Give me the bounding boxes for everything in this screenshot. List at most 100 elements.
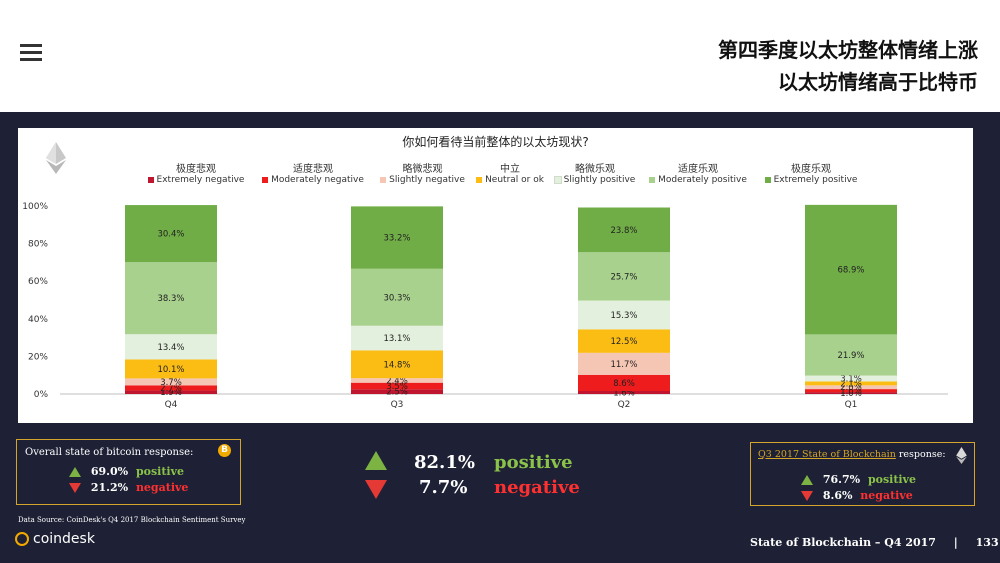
data-label: 33.2% bbox=[383, 234, 410, 244]
bar-segment bbox=[125, 385, 217, 391]
blockchain-positive-value: 76.7% bbox=[822, 473, 861, 486]
legend-label: Extremely negative bbox=[156, 175, 245, 185]
data-label: 13.1% bbox=[383, 334, 410, 344]
bar-segment bbox=[578, 300, 670, 330]
data-label: 68.9% bbox=[837, 266, 864, 276]
bitcoin-box-title: Overall state of bitcoin response: bbox=[25, 447, 194, 458]
x-tick-label: Q3 bbox=[391, 400, 404, 410]
data-label: 8.6% bbox=[613, 379, 635, 389]
down-triangle-icon bbox=[365, 480, 387, 499]
y-tick-label: 20% bbox=[28, 352, 48, 362]
data-label: 14.8% bbox=[383, 360, 410, 370]
legend-swatch bbox=[553, 175, 562, 184]
data-label: 1.9% bbox=[160, 388, 182, 398]
bitcoin-negative-label: negative bbox=[135, 481, 189, 494]
data-label: 15.3% bbox=[610, 311, 637, 321]
bitcoin-positive-row: 69.0% positive bbox=[69, 465, 184, 478]
bar-segment bbox=[351, 268, 443, 326]
data-label: 3.1% bbox=[840, 374, 862, 384]
footer-bar: State of Blockchain – Q4 2017 | 133 bbox=[750, 536, 999, 549]
data-label: 12.5% bbox=[610, 337, 637, 347]
bar-segment bbox=[578, 329, 670, 353]
bar-segment bbox=[351, 206, 443, 269]
legend-label: Slightly negative bbox=[389, 175, 465, 185]
bar-segment bbox=[805, 389, 897, 393]
bar-segment bbox=[125, 205, 217, 263]
bar-segment bbox=[805, 334, 897, 376]
blockchain-negative-row: 8.6% negative bbox=[801, 489, 913, 502]
x-tick-label: Q4 bbox=[165, 400, 178, 410]
bar-segment bbox=[351, 325, 443, 351]
page-number: 133 bbox=[975, 536, 999, 549]
up-triangle-icon bbox=[365, 451, 387, 470]
legend-swatch bbox=[476, 176, 483, 183]
legend-label-cn: 极度悲观 bbox=[176, 164, 216, 175]
data-label: 10.1% bbox=[157, 365, 184, 375]
footer-separator: | bbox=[953, 536, 958, 549]
bar-segment bbox=[578, 374, 670, 391]
legend-label-cn: 极度乐观 bbox=[791, 164, 831, 175]
ethereum-icon bbox=[956, 447, 967, 464]
bar-segment bbox=[351, 389, 443, 394]
legend-swatch bbox=[649, 176, 656, 183]
data-label: 23.8% bbox=[610, 226, 637, 236]
bar-segment bbox=[578, 252, 670, 301]
legend-label: Neutral or ok bbox=[485, 175, 544, 185]
data-label: 11.7% bbox=[610, 360, 637, 370]
coindesk-icon bbox=[15, 532, 29, 546]
blockchain-report-link[interactable]: Q3 2017 State of Blockchain bbox=[758, 449, 896, 460]
legend-label: Moderately negative bbox=[271, 175, 364, 185]
legend-item: 略微乐观 Slightly positive bbox=[550, 160, 640, 185]
header-bar: 第四季度以太坊整体情绪上涨 以太坊情绪高于比特币 bbox=[0, 0, 1000, 112]
bar-segment bbox=[578, 207, 670, 253]
legend-label-cn: 中立 bbox=[500, 164, 520, 175]
menu-icon[interactable] bbox=[20, 44, 42, 62]
bar-segment bbox=[805, 392, 897, 394]
blockchain-negative-value: 8.6% bbox=[822, 489, 853, 502]
data-source: Data Source: CoinDesk's Q4 2017 Blockcha… bbox=[18, 516, 246, 524]
bar-segment bbox=[125, 390, 217, 394]
bar-segment bbox=[125, 262, 217, 335]
down-triangle-icon bbox=[801, 491, 813, 501]
bar-segment bbox=[578, 352, 670, 375]
legend-item: 适度悲观 Moderately negative bbox=[258, 160, 368, 185]
bar-segment bbox=[351, 382, 443, 390]
ethereum-positive-value: 82.1% bbox=[414, 452, 475, 473]
data-label: 30.3% bbox=[383, 293, 410, 303]
legend-label-cn: 适度乐观 bbox=[678, 164, 718, 175]
data-label: 2.0% bbox=[840, 383, 862, 393]
data-label: 25.7% bbox=[610, 272, 637, 282]
legend-label-cn: 略微悲观 bbox=[402, 164, 443, 175]
data-label: 3.7% bbox=[160, 378, 182, 388]
bar-segment bbox=[351, 350, 443, 379]
bitcoin-response-box: Overall state of bitcoin response: B 69.… bbox=[16, 439, 241, 505]
ethereum-logo-icon bbox=[46, 142, 66, 174]
y-tick-label: 40% bbox=[28, 315, 48, 325]
bitcoin-icon: B bbox=[218, 444, 231, 457]
ethereum-negative-value: 7.7% bbox=[419, 477, 468, 498]
bar-segment bbox=[578, 390, 670, 394]
y-tick-label: 100% bbox=[22, 202, 48, 212]
bar-segment bbox=[805, 381, 897, 386]
data-label: 2.5% bbox=[386, 388, 408, 398]
blockchain-response-box: Q3 2017 State of Blockchain response: 76… bbox=[750, 442, 975, 506]
data-label: 38.3% bbox=[157, 294, 184, 304]
y-tick-label: 80% bbox=[28, 240, 48, 250]
data-label: 2.1% bbox=[840, 379, 862, 389]
page-subtitle: 以太坊情绪高于比特币 bbox=[778, 70, 978, 94]
bitcoin-positive-value: 69.0% bbox=[90, 465, 129, 478]
ethereum-positive-label: positive bbox=[494, 452, 573, 473]
bar-segment bbox=[805, 385, 897, 390]
up-triangle-icon bbox=[801, 475, 813, 485]
bitcoin-negative-value: 21.2% bbox=[90, 481, 129, 494]
legend-swatch bbox=[380, 176, 387, 183]
blockchain-negative-label: negative bbox=[860, 489, 913, 502]
report-title: State of Blockchain – Q4 2017 bbox=[750, 536, 936, 549]
data-label: 1.0% bbox=[840, 389, 862, 399]
data-label: 2.7% bbox=[160, 384, 182, 394]
ethereum-negative-label: negative bbox=[494, 477, 580, 498]
legend-item: 极度乐观 Extremely positive bbox=[756, 160, 866, 185]
legend-swatch bbox=[764, 176, 771, 183]
chart-title: 你如何看待当前整体的以太坊现状? bbox=[402, 135, 589, 149]
data-label: 1.6% bbox=[613, 388, 635, 398]
